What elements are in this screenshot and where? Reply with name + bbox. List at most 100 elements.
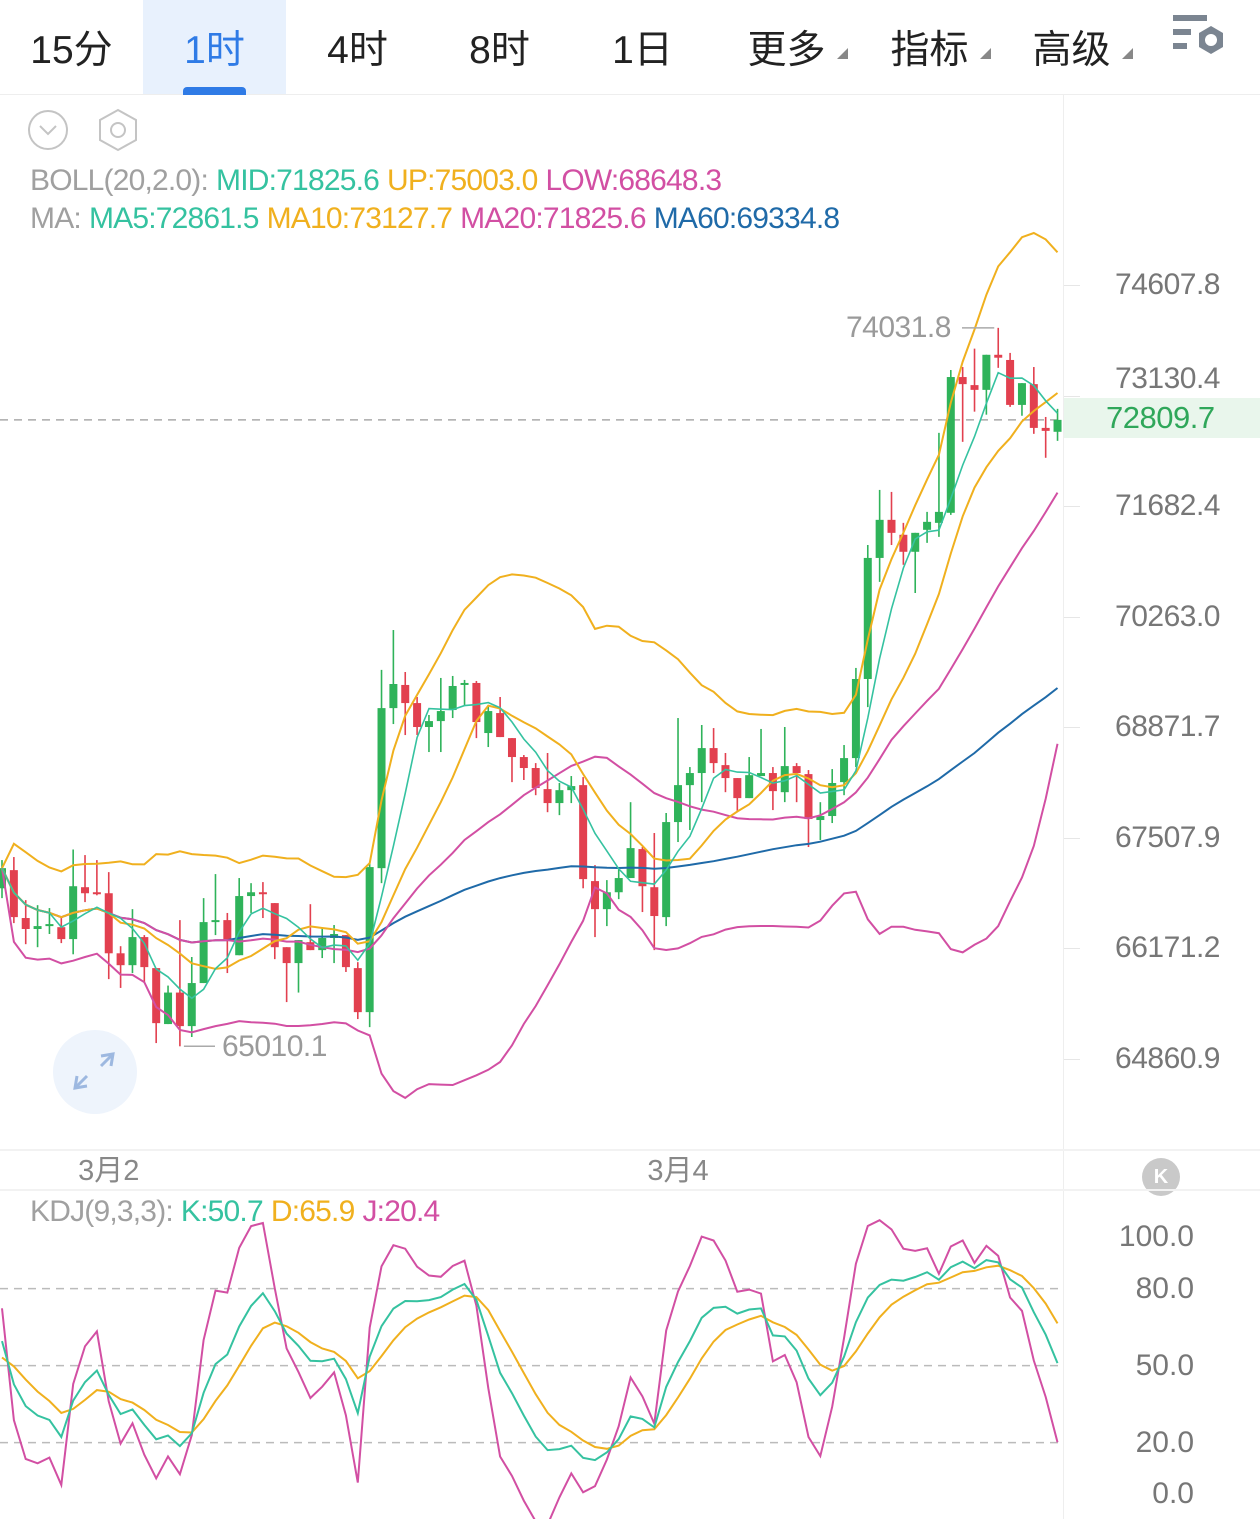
candle-body <box>294 940 303 964</box>
tab-more[interactable]: 更多 <box>715 0 858 94</box>
candle <box>496 696 505 738</box>
ma20-value: MA20:71825.6 <box>460 202 646 235</box>
tab-label: 4时 <box>327 29 388 72</box>
candle <box>223 912 232 974</box>
candle-body <box>851 678 860 759</box>
candle <box>757 728 766 777</box>
tab-label: 15分 <box>30 29 113 72</box>
candle <box>840 745 849 796</box>
candle <box>164 985 173 1025</box>
price-axis-label: 67507.9 <box>1115 820 1220 854</box>
kdj-axis-label: 50.0 <box>1135 1348 1194 1382</box>
tab-1hour[interactable]: 1时 <box>143 0 286 94</box>
candle <box>567 776 576 804</box>
kdj-top-divider <box>0 1189 1260 1191</box>
tab-advanced[interactable]: 高级 <box>1000 0 1143 94</box>
candle-body <box>128 937 137 966</box>
candle <box>780 727 789 803</box>
candle-body <box>472 682 481 723</box>
candle-body <box>436 711 445 722</box>
expand-chart-button[interactable] <box>53 1030 137 1114</box>
kdj-label: KDJ(9,3,3): <box>30 1195 174 1228</box>
candle-body <box>282 947 291 964</box>
candle-body <box>45 924 54 927</box>
kdj-chart[interactable] <box>0 1190 1063 1519</box>
price-axis-label: 68871.7 <box>1115 710 1220 744</box>
candle <box>484 705 493 748</box>
candle <box>614 868 623 900</box>
candle <box>318 928 327 959</box>
candle-body <box>104 893 113 954</box>
boll-legend: BOLL(20,2.0): MID:71825.6 UP:75003.0 LOW:68… <box>30 164 729 198</box>
boll-label: BOLL(20,2.0): <box>30 164 209 197</box>
time-axis-label: 3月2 <box>78 1155 140 1187</box>
candle <box>911 532 920 594</box>
candle-body <box>448 685 457 711</box>
candle-body <box>840 758 849 783</box>
candle <box>104 872 113 980</box>
candle <box>887 491 896 546</box>
candle-body <box>318 938 327 951</box>
candle <box>602 880 611 927</box>
candlestick-chart[interactable] <box>0 95 1063 1150</box>
ma20-line <box>1 492 1059 954</box>
tab-15min[interactable]: 15分 <box>0 0 143 94</box>
candle-body <box>152 968 161 1024</box>
candle-body <box>1029 384 1038 428</box>
candle-body <box>484 711 493 734</box>
candle-body <box>970 385 979 390</box>
candle-body <box>21 918 30 930</box>
candle-body <box>875 519 884 558</box>
candle <box>175 920 184 1047</box>
candle-body <box>413 703 422 728</box>
kdj-j-value: J:20.4 <box>362 1195 440 1228</box>
chart-settings-icon[interactable] <box>1170 12 1232 64</box>
candle-body <box>946 377 955 513</box>
time-axis-label: 3月4 <box>647 1155 709 1187</box>
candle <box>721 753 730 793</box>
candle-body <box>57 927 66 940</box>
low-marker-label: 65010.1 <box>222 1030 327 1063</box>
candle-body <box>721 765 730 779</box>
kdj-legend: KDJ(9,3,3): K:50.7 D:65.9 J:20.4 <box>30 1195 447 1229</box>
candle <box>768 767 777 811</box>
candle <box>1006 352 1015 407</box>
candle-body <box>247 892 256 897</box>
candle <box>851 667 860 768</box>
candle-body <box>377 708 386 869</box>
candle-body <box>164 992 173 1025</box>
candle <box>57 918 66 944</box>
tab-indicators[interactable]: 指标 <box>858 0 1001 94</box>
x-axis-top-divider <box>0 1149 1260 1151</box>
hexagon-settings-icon[interactable] <box>99 108 137 152</box>
candle <box>401 671 410 736</box>
candle-body <box>270 903 279 948</box>
candle-body <box>828 783 837 817</box>
candle <box>341 935 350 972</box>
high-marker-label: 74031.8 <box>846 311 951 344</box>
candle <box>1029 367 1038 434</box>
tab-8hour[interactable]: 8时 <box>428 0 571 94</box>
tab-4hour[interactable]: 4时 <box>286 0 429 94</box>
candle-body <box>709 748 718 764</box>
candle-body <box>614 878 623 893</box>
dropdown-triangle-icon <box>837 48 848 59</box>
candle-body <box>460 682 469 685</box>
dropdown-triangle-icon <box>1122 48 1133 59</box>
candle <box>116 946 125 988</box>
candle-body <box>697 748 706 774</box>
price-axis-tick <box>1064 506 1080 508</box>
candle-body <box>733 778 742 799</box>
candle <box>591 865 599 938</box>
candle <box>1041 416 1050 458</box>
collapse-chevron-icon[interactable] <box>28 110 68 150</box>
candle-body <box>235 896 244 956</box>
candle-body <box>650 887 659 917</box>
ma10-line <box>1 392 1059 970</box>
price-axis-tick <box>1064 285 1080 286</box>
candle-body <box>934 511 943 523</box>
candle <box>828 769 837 824</box>
tab-1day[interactable]: 1日 <box>571 0 714 94</box>
candle <box>1017 383 1026 416</box>
candle-body <box>757 773 766 777</box>
